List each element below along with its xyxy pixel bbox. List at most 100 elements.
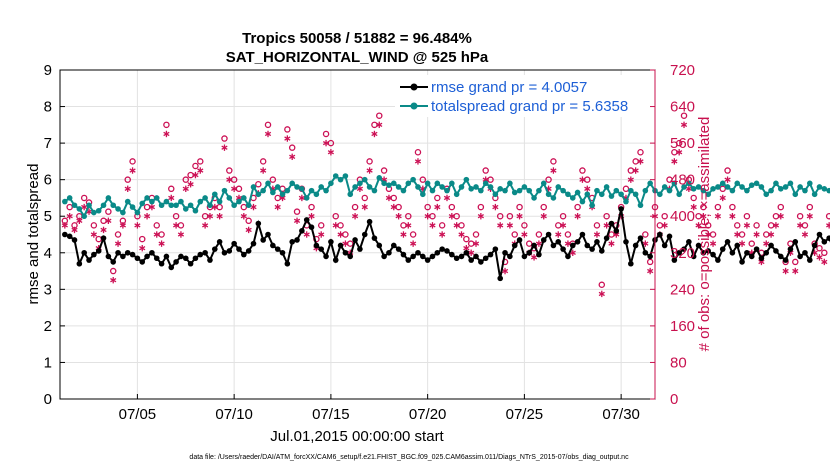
rmse-point [550, 242, 557, 249]
obs-assimilated-point [550, 167, 557, 174]
rmse-point [91, 251, 97, 258]
obs-possible-point [129, 158, 136, 165]
rmse-point [816, 231, 823, 238]
obs-assimilated-point [579, 176, 586, 183]
spread-point [371, 187, 378, 194]
rmse-point [555, 239, 562, 245]
obs-possible-point [521, 222, 528, 229]
spread-point [521, 184, 528, 190]
rmse-point [110, 259, 117, 265]
obs-possible-point [821, 249, 828, 257]
rmse-point [521, 253, 528, 260]
spread-point [473, 184, 479, 190]
spread-point [332, 173, 339, 179]
spread-point [623, 198, 629, 205]
obs-assimilated-point [66, 213, 73, 220]
rmse-point [478, 259, 484, 265]
obs-possible-point [593, 222, 601, 229]
obs-possible-point [274, 194, 281, 202]
y-tick-label: 7 [44, 135, 52, 152]
rmse-point [337, 242, 344, 249]
spread-point [120, 209, 126, 216]
rmse-point [366, 218, 373, 225]
rmse-point [202, 249, 208, 256]
rmse-point [821, 239, 828, 245]
obs-possible-point [429, 212, 436, 220]
spread-point [139, 200, 146, 207]
obs-possible-point [230, 176, 238, 183]
rmse-point [303, 217, 310, 223]
rmse-point [569, 242, 576, 249]
spread-point [226, 195, 233, 201]
spread-point [555, 184, 562, 190]
obs-assimilated-point [163, 130, 170, 138]
obs-possible-point [143, 203, 151, 211]
rmse-point [773, 248, 779, 254]
spread-point [279, 191, 286, 198]
obs-assimilated-point [637, 158, 644, 165]
obs-assimilated-point [197, 167, 204, 174]
legend-rmse-label: rmse grand pr = 4.0057 [431, 79, 587, 96]
legend: rmse grand pr = 4.0057 totalspread grand… [395, 75, 650, 117]
spread-point [410, 176, 416, 183]
obs-assimilated-point [767, 231, 775, 238]
obs-possible-point [245, 217, 252, 225]
spread-point [429, 187, 436, 194]
obs-possible-point [163, 121, 170, 129]
obs-assimilated-point [274, 203, 281, 211]
rmse-point [545, 231, 552, 238]
rmse-point [826, 235, 830, 241]
y-tick-label: 1 [44, 354, 52, 371]
obs-assimilated-point [458, 231, 465, 238]
obs-possible-point [666, 176, 673, 183]
rmse-point [671, 257, 678, 263]
x-tick-label: 07/30 [602, 406, 640, 423]
rmse-point [420, 253, 426, 260]
obs-assimilated-point [564, 240, 572, 247]
spread-point [661, 184, 668, 190]
rmse-point [516, 237, 523, 243]
obs-possible-point [201, 212, 209, 220]
obs-possible-point [598, 281, 606, 289]
spread-point [134, 209, 141, 216]
obs-assimilated-point [555, 231, 562, 238]
obs-possible-point [293, 208, 301, 215]
obs-assimilated-point [516, 213, 523, 220]
obs-possible-point [448, 203, 456, 211]
obs-assimilated-point [414, 158, 422, 165]
rmse-point [613, 228, 620, 234]
rmse-point [332, 257, 339, 263]
y2-tick-label: 720 [670, 62, 695, 79]
obs-possible-point [255, 180, 262, 188]
obs-possible-point [535, 231, 543, 238]
obs-assimilated-point [676, 149, 683, 156]
rmse-point [748, 253, 755, 260]
obs-assimilated-point [342, 240, 349, 247]
obs-assimilated-point [797, 222, 804, 229]
spread-point [231, 202, 237, 209]
obs-possible-point [337, 222, 344, 229]
obs-assimilated-point [714, 213, 721, 220]
rmse-point [589, 246, 595, 252]
obs-possible-point [197, 158, 204, 165]
obs-possible-point [114, 231, 122, 238]
obs-possible-point [192, 162, 199, 170]
spread-point [628, 187, 634, 194]
obs-assimilated-point [506, 222, 513, 229]
rmse-point [299, 228, 305, 234]
spread-point [642, 187, 649, 194]
rmse-point [802, 249, 808, 256]
rmse-point [361, 231, 368, 238]
spread-point [173, 202, 179, 209]
obs-possible-point [308, 203, 315, 211]
rmse-point [632, 242, 639, 249]
spread-point [531, 195, 537, 201]
obs-possible-point [555, 222, 562, 229]
rmse-point [676, 249, 682, 256]
spread-point [613, 187, 620, 194]
rmse-point [637, 235, 644, 241]
rmse-point [603, 235, 610, 241]
rmse-point [468, 257, 474, 263]
x-axis-label: Jul.01,2015 00:00:00 start [270, 428, 444, 445]
rmse-point [66, 233, 73, 240]
